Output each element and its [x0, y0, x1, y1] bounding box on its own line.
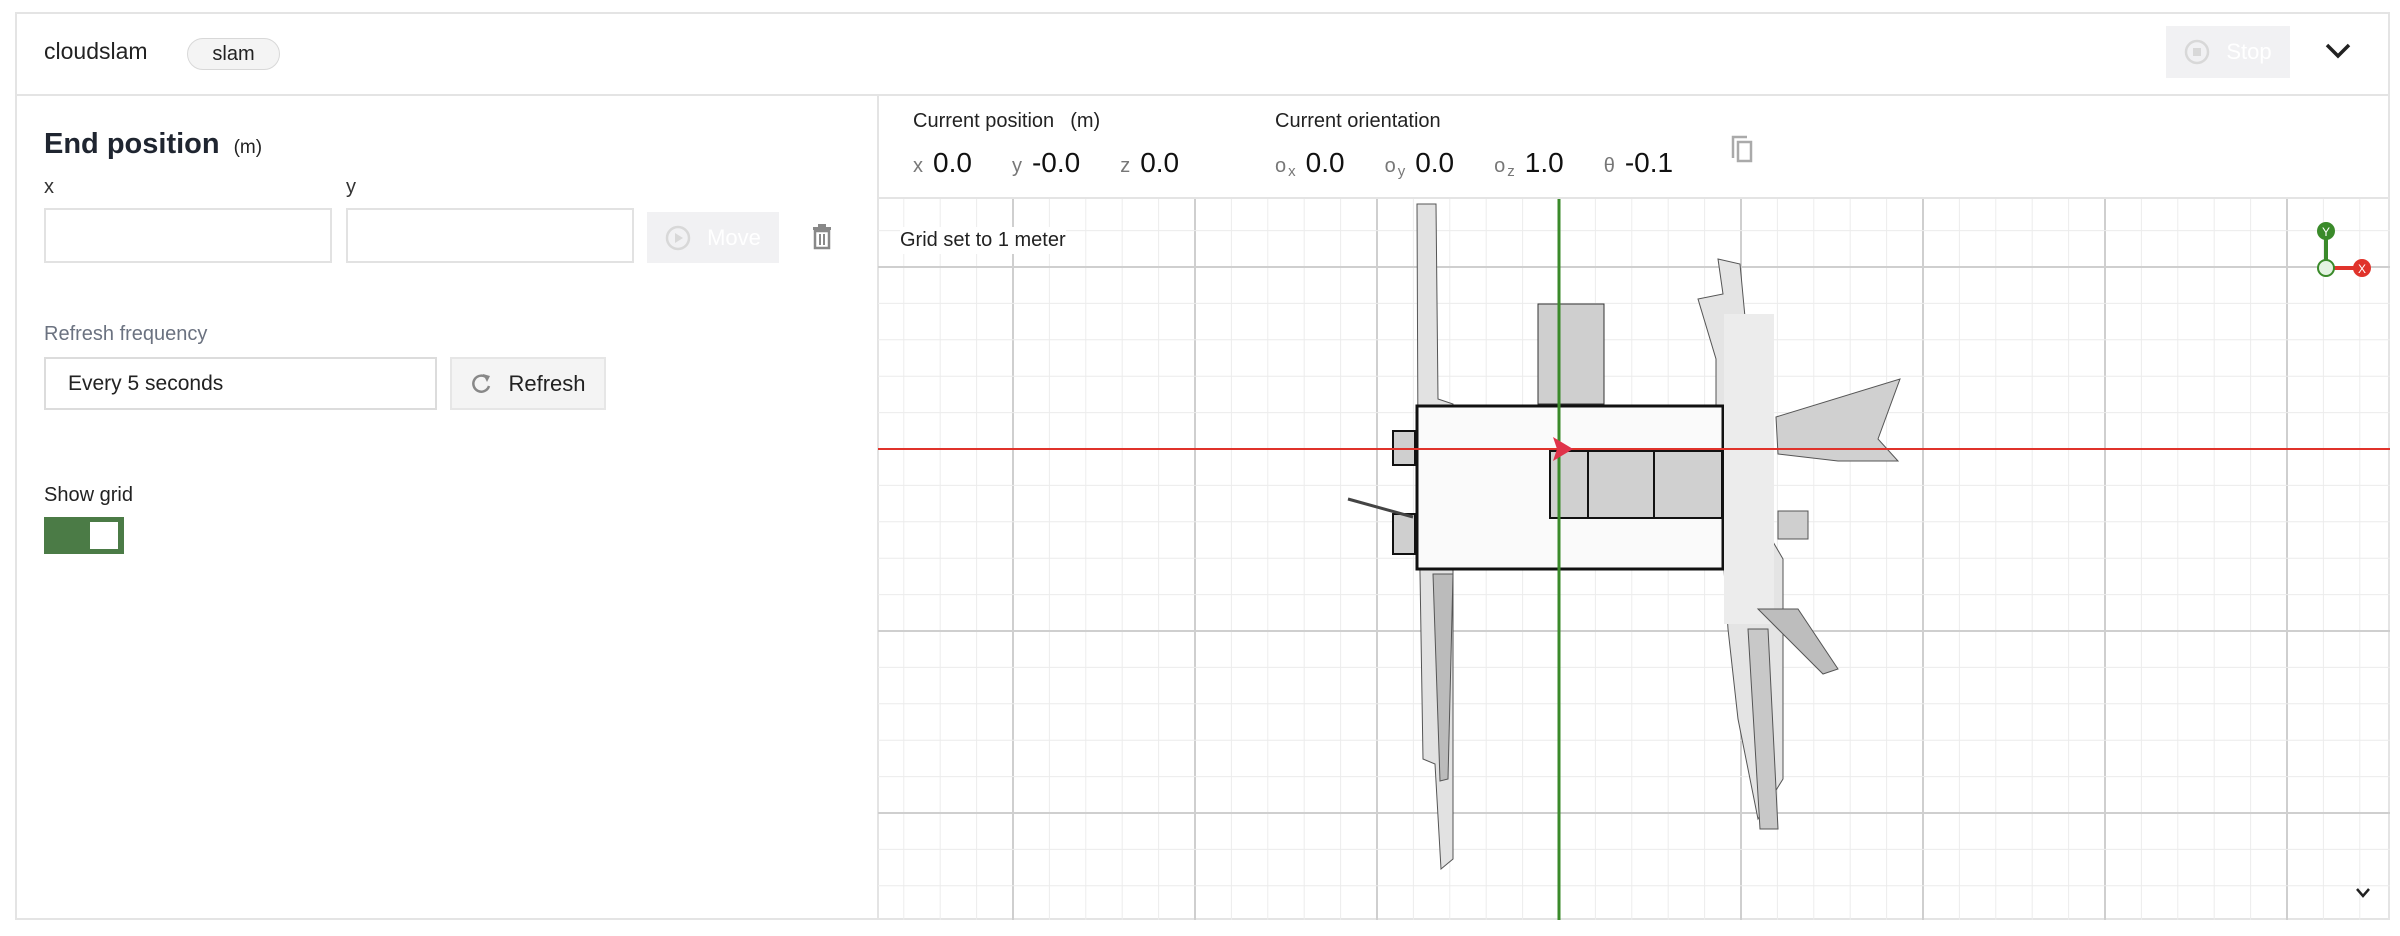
oz-label: o — [1494, 155, 1506, 177]
header-divider — [15, 94, 2390, 96]
resource-title: cloudslam — [44, 38, 148, 64]
collapse-chevron-icon[interactable] — [2325, 42, 2351, 60]
oz-value: 1.0 — [1524, 147, 1564, 178]
current-orientation-title: Current orientation — [1275, 110, 1441, 132]
refresh-frequency-select[interactable]: Every 5 seconds — [44, 357, 437, 410]
grid-note: Grid set to 1 meter — [900, 227, 1066, 254]
pos-y-value: -0.0 — [1031, 147, 1081, 178]
current-position-heading: Current position (m) — [913, 110, 1100, 133]
move-label: Move — [707, 224, 761, 250]
gizmo-x-label: X — [2358, 262, 2366, 276]
end-x-input[interactable] — [44, 208, 332, 263]
gizmo-y-label: Y — [2322, 225, 2330, 239]
ox-sub: x — [1288, 163, 1296, 181]
slam-map-view[interactable]: Y X Grid set to 1 meter — [878, 197, 2390, 920]
gizmo-origin — [2317, 259, 2335, 277]
oy-value: 0.0 — [1415, 147, 1455, 178]
current-orientation-values: o x 0.0 o y 0.0 o z 1.0 θ -0.1 — [1275, 147, 1673, 180]
move-button[interactable]: Move — [647, 212, 779, 263]
current-position-values: x 0.0 y -0.0 z 0.0 — [913, 147, 1179, 179]
robot-position-marker — [1553, 437, 1573, 461]
pos-z-label: z — [1120, 155, 1131, 177]
occupancy-map — [1347, 203, 1901, 871]
slam-card — [15, 12, 2390, 920]
theta-label: θ — [1603, 155, 1615, 177]
map-canvas[interactable]: Y X — [878, 199, 2390, 920]
gizmo-y-icon — [2317, 222, 2335, 240]
oy-label: o — [1384, 155, 1396, 177]
refresh-button[interactable]: Refresh — [450, 357, 606, 410]
end-position-unit: (m) — [233, 137, 263, 158]
theta-value: -0.1 — [1624, 147, 1674, 178]
current-position-unit: (m) — [1070, 110, 1101, 132]
y-label: y — [346, 176, 356, 198]
expand-chevron-icon[interactable] — [2356, 888, 2370, 898]
axis-gizmo: Y X — [2317, 222, 2371, 277]
model-badge: slam — [187, 38, 280, 70]
play-icon — [665, 225, 691, 250]
end-position-heading: End position (m) — [44, 128, 262, 161]
refresh-frequency-label: Refresh frequency — [44, 323, 208, 345]
pos-x-value: 0.0 — [933, 147, 972, 178]
oy-sub: y — [1397, 163, 1406, 181]
x-label: x — [44, 176, 54, 198]
toggle-knob — [90, 522, 118, 549]
end-y-input[interactable] — [346, 208, 634, 263]
copy-icon[interactable] — [1730, 134, 1754, 164]
refresh-label: Refresh — [508, 370, 586, 396]
panel-divider — [877, 95, 879, 920]
ox-value: 0.0 — [1305, 147, 1345, 178]
pos-z-value: 0.0 — [1140, 147, 1180, 178]
stop-label: Stop — [2226, 39, 2272, 64]
show-grid-toggle[interactable] — [44, 517, 124, 554]
pos-x-label: x — [913, 155, 923, 177]
oz-sub: z — [1507, 163, 1515, 181]
refresh-icon — [472, 373, 491, 393]
pos-y-label: y — [1011, 155, 1022, 177]
show-grid-label: Show grid — [44, 484, 133, 506]
current-position-title: Current position — [913, 110, 1055, 132]
end-position-title: End position — [44, 128, 220, 160]
stop-button[interactable]: Stop — [2166, 26, 2290, 78]
trash-icon[interactable] — [811, 224, 833, 250]
gizmo-x-icon — [2353, 259, 2371, 277]
ox-label: o — [1275, 155, 1287, 177]
stop-icon — [2185, 39, 2210, 65]
